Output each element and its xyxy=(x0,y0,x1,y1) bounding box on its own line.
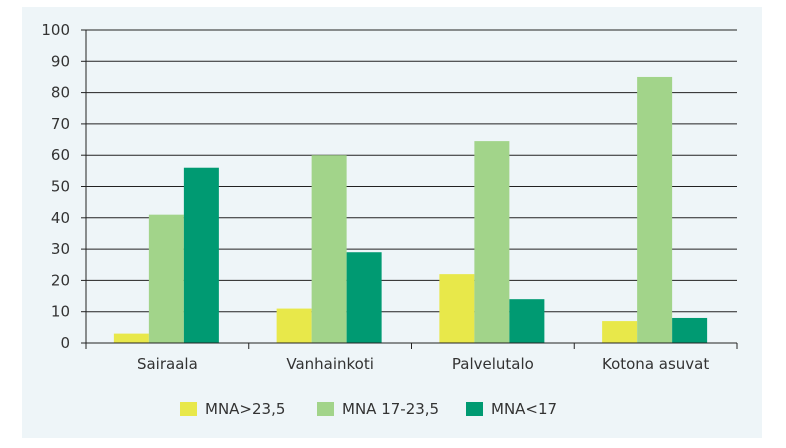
y-tick-label: 20 xyxy=(51,271,70,289)
bar xyxy=(672,317,708,343)
bar xyxy=(311,155,347,343)
category-labels: Sairaala Vanhainkoti Palvelutalo Kotona asu… xyxy=(137,355,709,373)
x-category-label: Palvelutalo xyxy=(452,355,534,373)
bar xyxy=(148,214,184,343)
bar xyxy=(276,308,312,343)
y-tick-label: 10 xyxy=(51,303,70,321)
bar xyxy=(602,321,638,343)
bar xyxy=(346,252,382,343)
y-tick-label: 30 xyxy=(51,240,70,258)
x-category-label: Sairaala xyxy=(137,355,198,373)
bars xyxy=(113,76,708,343)
x-category-label: Kotona asuvat xyxy=(602,355,709,373)
bar xyxy=(637,76,673,343)
x-category-label: Vanhainkoti xyxy=(286,355,374,373)
legend-label: MNA>23,5 xyxy=(205,400,285,418)
legend-swatch xyxy=(466,402,483,416)
legend-label: MNA<17 xyxy=(491,400,557,418)
y-tick-label: 100 xyxy=(41,21,70,39)
axes xyxy=(81,29,738,349)
legend-swatch xyxy=(317,402,334,416)
bar xyxy=(474,141,510,343)
bar xyxy=(113,333,149,343)
bar xyxy=(439,274,475,343)
y-tick-label: 40 xyxy=(51,209,70,227)
legend-swatch xyxy=(180,402,197,416)
y-tick-label: 90 xyxy=(51,52,70,70)
y-tick-label: 70 xyxy=(51,115,70,133)
legend-label: MNA 17-23,5 xyxy=(342,400,439,418)
y-tick-labels: 0 10 20 30 40 50 60 70 80 90 100 xyxy=(41,21,70,352)
y-tick-label: 60 xyxy=(51,146,70,164)
bar xyxy=(183,167,219,343)
legend: MNA>23,5 MNA 17-23,5 MNA<17 xyxy=(180,400,557,418)
y-tick-label: 80 xyxy=(51,84,70,102)
y-tick-label: 50 xyxy=(51,178,70,196)
y-tick-label: 0 xyxy=(60,334,70,352)
bar xyxy=(509,299,545,343)
